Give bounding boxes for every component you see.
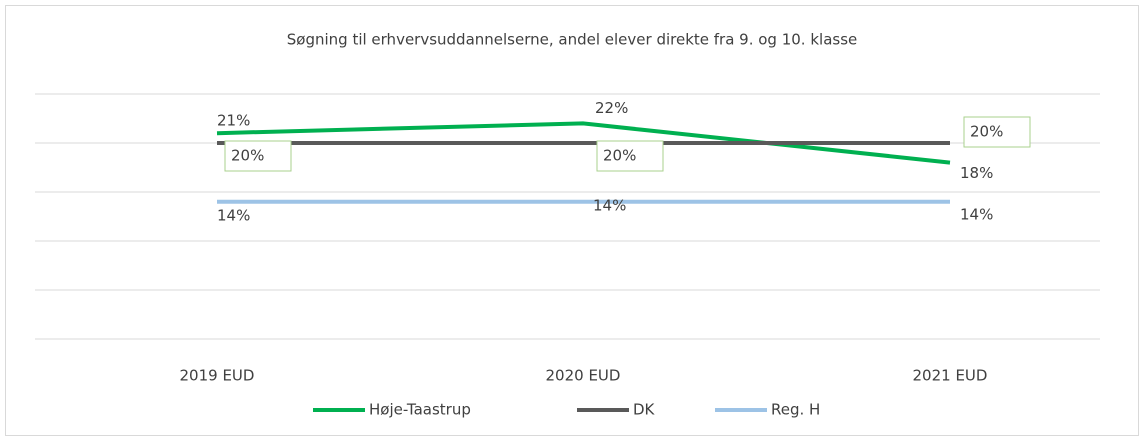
data-label: 14% xyxy=(593,196,626,214)
data-label-box xyxy=(224,140,292,172)
data-label-box xyxy=(963,116,1031,148)
data-label: 18% xyxy=(960,164,993,182)
x-tick-label: 2020 EUD xyxy=(546,367,621,385)
legend-label: Reg. H xyxy=(771,401,820,419)
data-label: 14% xyxy=(217,206,250,224)
x-tick-label: 2019 EUD xyxy=(180,367,255,385)
data-label: 20% xyxy=(231,147,264,165)
data-label: 20% xyxy=(970,123,1003,141)
legend-label: Høje-Taastrup xyxy=(369,401,471,419)
legend-label: DK xyxy=(633,401,656,419)
data-label: 22% xyxy=(595,99,628,117)
x-tick-label: 2021 EUD xyxy=(913,367,988,385)
chart-title: Søgning til erhvervsuddannelserne, andel… xyxy=(287,31,858,49)
series-line xyxy=(216,121,951,165)
data-label: 14% xyxy=(960,205,993,223)
data-label-box xyxy=(596,140,664,172)
chart-border xyxy=(5,5,1139,436)
data-label: 21% xyxy=(217,112,250,130)
data-label: 20% xyxy=(603,147,636,165)
